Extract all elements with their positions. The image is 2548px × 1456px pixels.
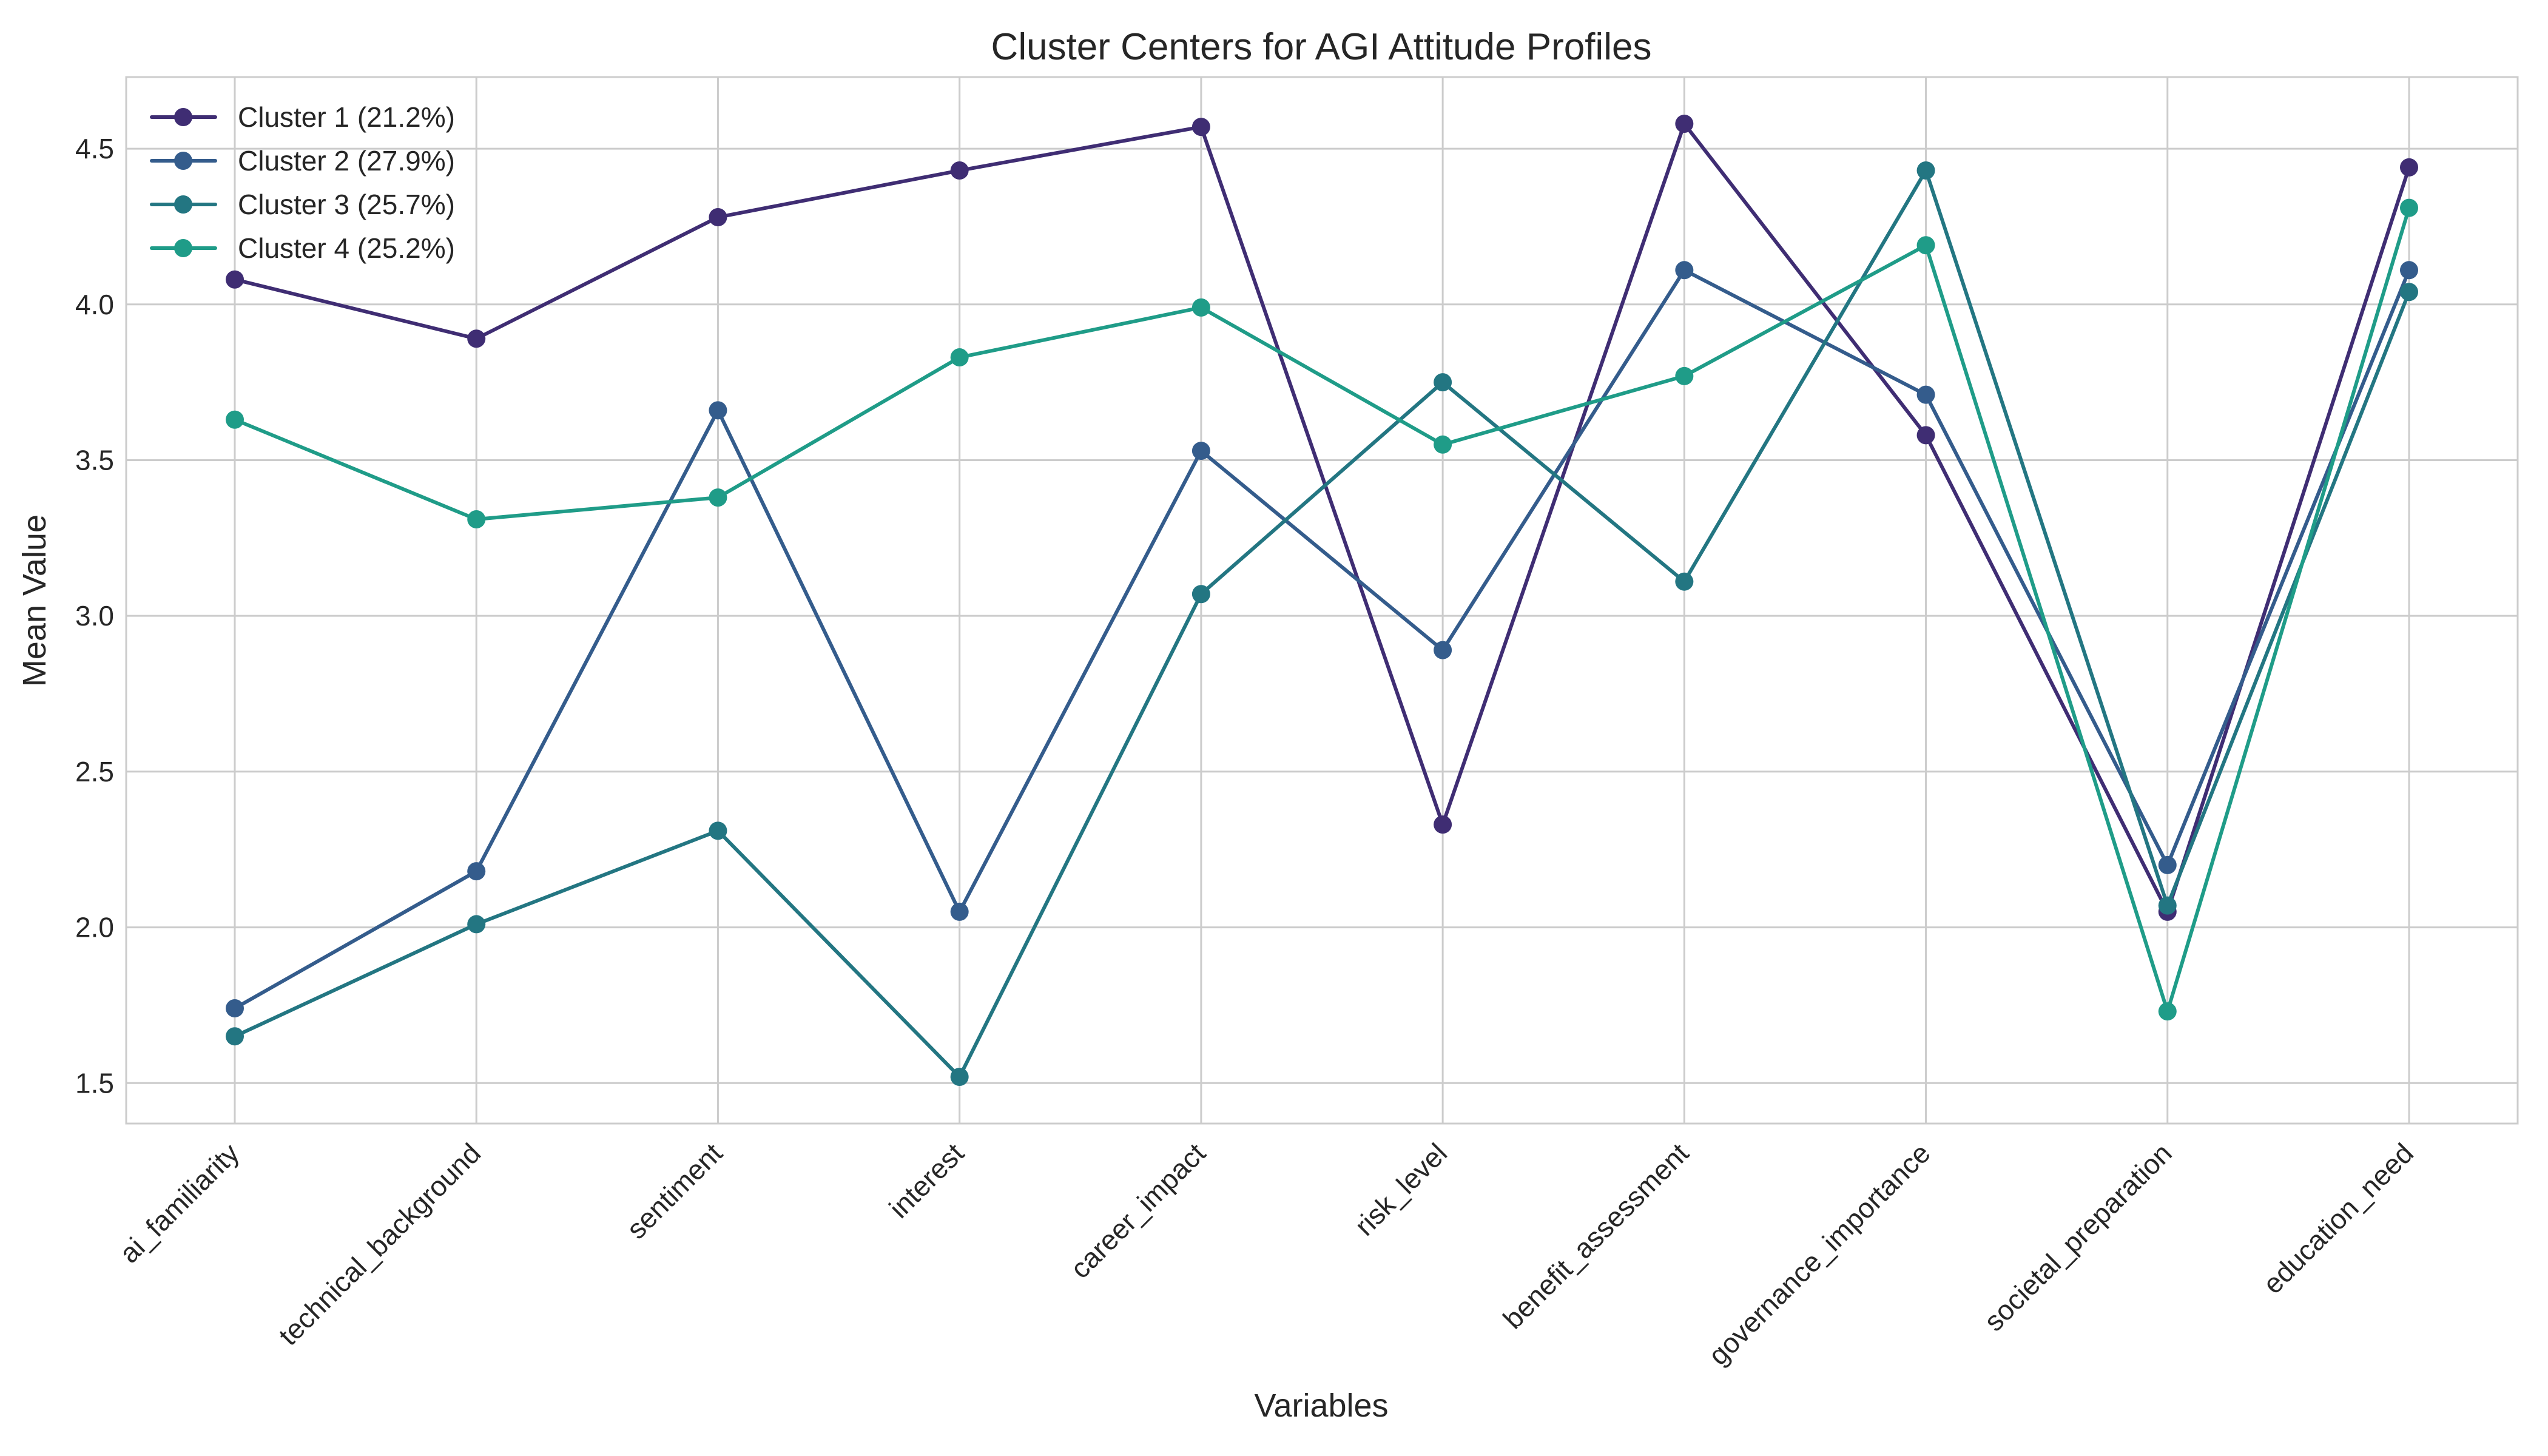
series-line xyxy=(233,169,2411,1079)
y-tick-label: 3.5 xyxy=(75,444,114,476)
y-tick-label: 4.0 xyxy=(75,289,114,320)
data-point xyxy=(1916,236,1935,255)
data-point xyxy=(1434,373,1452,392)
data-point xyxy=(950,161,969,180)
series-cluster-1 xyxy=(226,115,2418,921)
data-point xyxy=(467,329,486,348)
legend-marker xyxy=(174,108,192,126)
data-point xyxy=(226,1027,244,1046)
series-cluster-3 xyxy=(226,161,2418,1086)
data-point xyxy=(2400,198,2418,217)
legend-marker xyxy=(174,239,192,257)
data-point xyxy=(1675,366,1694,385)
data-point xyxy=(1191,298,1210,317)
data-point xyxy=(1675,572,1694,591)
data-point xyxy=(467,862,486,881)
y-tick-label: 2.0 xyxy=(75,912,114,943)
data-point xyxy=(950,902,969,921)
y-tick-label: 3.0 xyxy=(75,600,114,632)
data-point xyxy=(1916,161,1935,180)
data-point xyxy=(2158,1002,2177,1021)
y-tick-label: 1.5 xyxy=(75,1067,114,1099)
data-point xyxy=(709,401,727,420)
legend-marker xyxy=(174,195,192,214)
data-point xyxy=(1191,585,1210,604)
y-tick-label: 2.5 xyxy=(75,756,114,787)
data-point xyxy=(1434,435,1452,454)
data-point xyxy=(1916,385,1935,404)
data-point xyxy=(1675,115,1694,133)
data-point xyxy=(1916,426,1935,445)
data-point xyxy=(467,510,486,529)
data-point xyxy=(2400,261,2418,280)
legend-label: Cluster 3 (25.7%) xyxy=(238,189,455,220)
data-point xyxy=(2158,896,2177,915)
data-point xyxy=(226,410,244,429)
data-point xyxy=(950,1067,969,1086)
series-line xyxy=(233,122,2411,914)
y-axis-label: Mean Value xyxy=(16,514,53,687)
data-point xyxy=(709,488,727,507)
data-point xyxy=(226,270,244,289)
data-point xyxy=(1191,442,1210,460)
data-point xyxy=(226,999,244,1018)
data-point xyxy=(1675,261,1694,280)
y-tick-label: 4.5 xyxy=(75,133,114,164)
legend-marker xyxy=(174,152,192,170)
legend-label: Cluster 4 (25.2%) xyxy=(238,232,455,264)
data-point xyxy=(950,348,969,367)
data-point xyxy=(1434,815,1452,834)
data-point xyxy=(2400,158,2418,177)
legend-label: Cluster 2 (27.9%) xyxy=(238,145,455,177)
legend-label: Cluster 1 (21.2%) xyxy=(238,101,455,133)
data-point xyxy=(1434,641,1452,659)
data-point xyxy=(709,821,727,840)
series-layer xyxy=(226,115,2418,1086)
chart-title: Cluster Centers for AGI Attitude Profile… xyxy=(991,26,1652,68)
x-axis-label: Variables xyxy=(1254,1387,1388,1424)
data-point xyxy=(709,208,727,227)
data-point xyxy=(2400,283,2418,302)
plot-frame xyxy=(125,76,2519,1125)
legend: Cluster 1 (21.2%) Cluster 2 (27.9%) Cluste… xyxy=(150,101,455,264)
series-cluster-4 xyxy=(226,198,2418,1021)
data-point xyxy=(467,915,486,934)
series-line xyxy=(233,206,2411,1014)
data-point xyxy=(2158,855,2177,874)
data-point xyxy=(1191,118,1210,136)
